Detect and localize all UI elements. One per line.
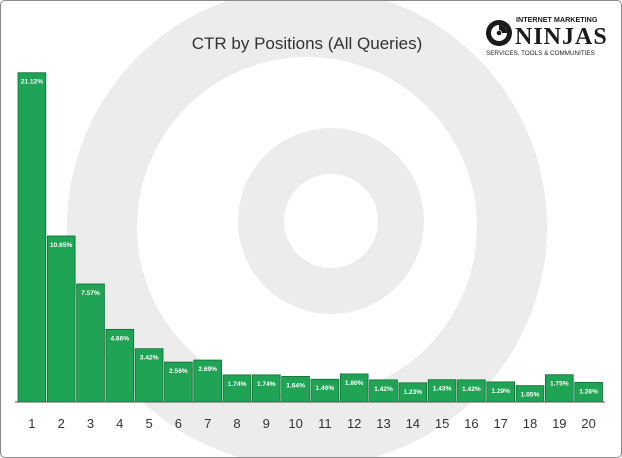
bar-value-label: 10.65% <box>50 242 73 249</box>
x-tick-label: 2 <box>58 416 65 431</box>
bar-value-label: 1.46% <box>316 385 335 392</box>
bar-value-label: 1.42% <box>374 386 393 393</box>
bar-position-2 <box>46 235 76 403</box>
x-tick-label: 12 <box>347 416 361 431</box>
x-tick-label: 9 <box>263 416 270 431</box>
x-tick-label: 8 <box>233 416 240 431</box>
x-tick-label: 4 <box>116 416 123 431</box>
swirl-watermark <box>67 1 547 457</box>
watermark-ring <box>67 1 547 457</box>
bar-position-6 <box>164 361 193 403</box>
x-tick-label: 15 <box>435 416 449 431</box>
bar-value-label: 1.23% <box>403 389 422 396</box>
bar-value-label: 2.56% <box>169 368 188 375</box>
bar-value-label: 1.42% <box>462 386 481 393</box>
logo-tagline: SERVICES, TOOLS & COMMUNITIES <box>486 50 595 57</box>
x-tick-label: 13 <box>376 416 390 431</box>
x-tick-label: 6 <box>175 416 182 431</box>
bar-value-label: 7.57% <box>81 290 100 297</box>
bar-position-4 <box>105 328 135 403</box>
logo-line1: INTERNET MARKETING <box>516 15 598 24</box>
x-tick-label: 19 <box>552 416 566 431</box>
logo-brand: NINJAS <box>515 24 608 50</box>
bars-group <box>17 72 603 403</box>
bar-position-19 <box>545 374 574 403</box>
ninjas-logo-mark: INTERNET MARKETING NINJAS SERVICES, TOOL… <box>486 15 608 57</box>
bar-value-label: 1.29% <box>491 388 510 395</box>
ninjas-logo: INTERNET MARKETING NINJAS SERVICES, TOOL… <box>485 13 615 59</box>
bar-value-label: 21.12% <box>21 79 44 86</box>
x-tick-label: 3 <box>87 416 94 431</box>
bar-value-label: 1.05% <box>521 392 540 399</box>
x-tick-label: 11 <box>318 416 332 431</box>
bar-value-label: 1.74% <box>257 381 276 388</box>
bar-value-label: 1.74% <box>228 381 247 388</box>
bar-value-label: 1.80% <box>345 380 364 387</box>
bar-position-8 <box>222 374 252 403</box>
bar-value-label: 1.43% <box>433 386 452 393</box>
x-tick-label: 17 <box>493 416 507 431</box>
x-tick-label: 10 <box>288 416 302 431</box>
x-tick-label: 7 <box>204 416 211 431</box>
swirl-icon <box>486 20 512 46</box>
x-tick-label: 1 <box>28 416 35 431</box>
bar-value-label: 3.42% <box>140 355 159 362</box>
bar-value-label: 1.64% <box>286 382 305 389</box>
bar-value-label: 1.26% <box>579 388 598 395</box>
bar-value-label: 2.69% <box>198 366 217 373</box>
bar-position-12 <box>339 373 369 403</box>
x-tick-label: 20 <box>581 416 595 431</box>
watermark-inner-ring <box>238 128 424 314</box>
x-tick-label: 5 <box>145 416 152 431</box>
chart-title: CTR by Positions (All Queries) <box>192 34 423 53</box>
bar-position-10 <box>281 376 310 403</box>
x-tick-label: 14 <box>406 416 420 431</box>
bar-position-1 <box>17 72 47 403</box>
bar-labels-group: 21.12% 10.65% 7.57% 4.66% 3.42% 2.56% 2.69% 1.7… <box>21 79 598 399</box>
x-tick-label: 18 <box>523 416 537 431</box>
x-tick-labels-group: 1 2 3 4 5 6 7 8 9 10 11 12 13 14 15 16 17 18 19 20 <box>28 416 596 431</box>
bar-position-9 <box>251 374 281 403</box>
bar-position-3 <box>76 283 105 403</box>
bar-value-label: 1.75% <box>550 381 569 388</box>
bar-value-label: 4.66% <box>110 335 129 342</box>
x-tick-label: 16 <box>464 416 478 431</box>
